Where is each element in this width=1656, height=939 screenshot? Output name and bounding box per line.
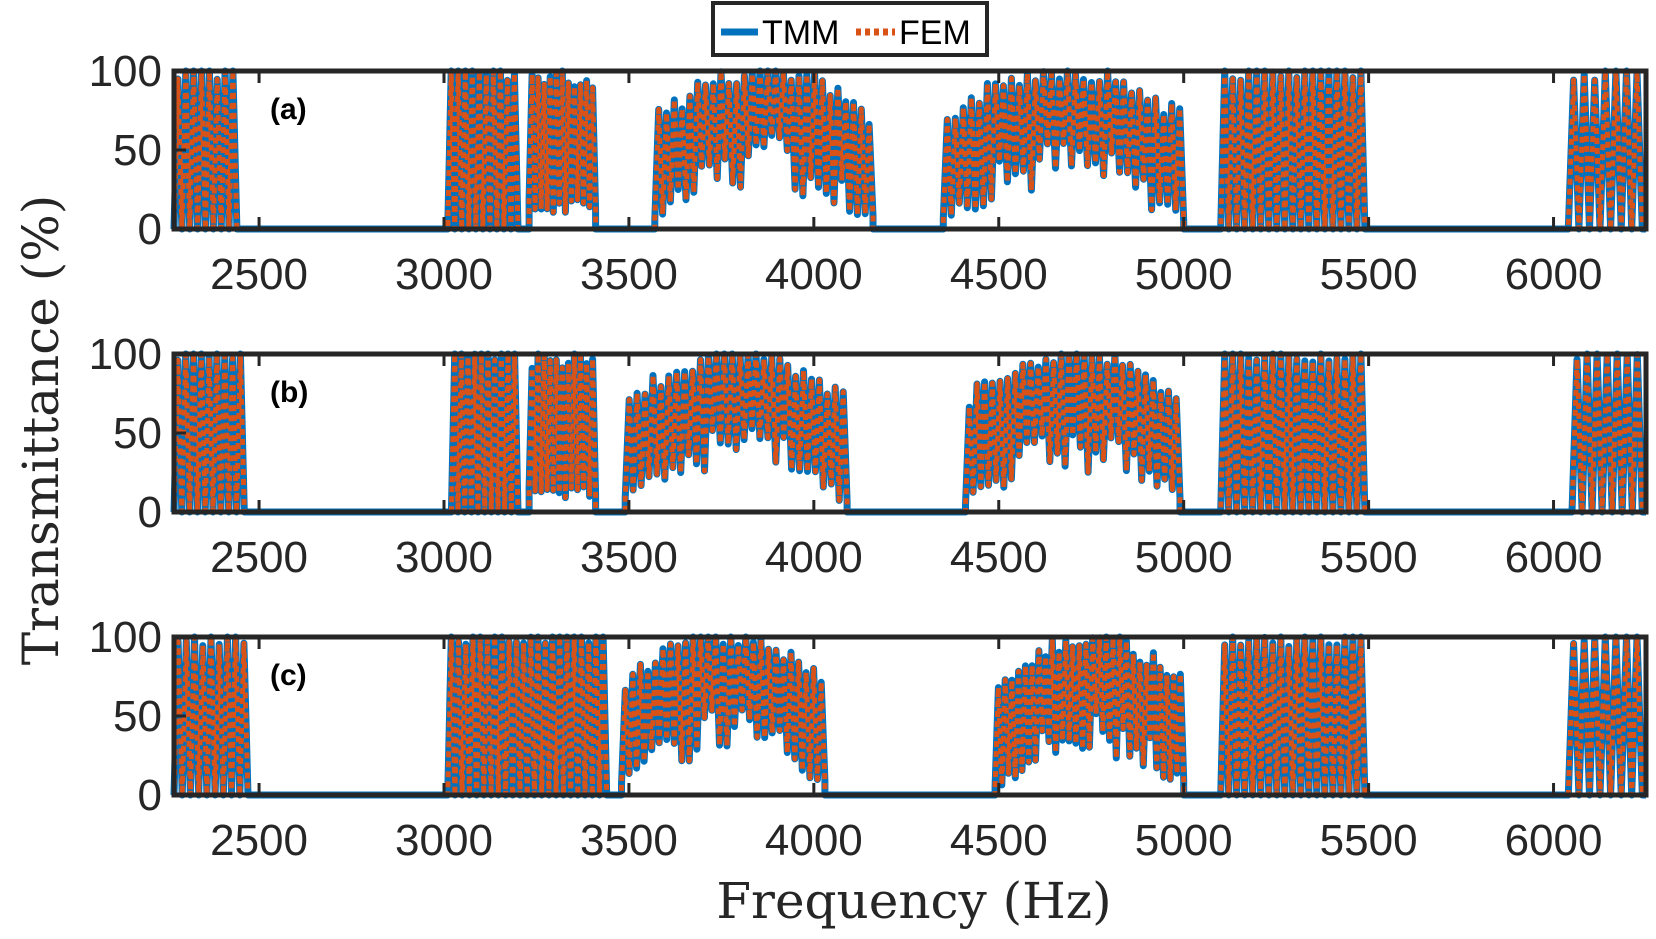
y-axis-label: Transmittance (%) bbox=[12, 195, 70, 666]
y-tick-label: 50 bbox=[113, 692, 162, 741]
panel-label: (b) bbox=[270, 376, 308, 409]
panel-label: (a) bbox=[270, 93, 307, 126]
x-tick-label: 4500 bbox=[950, 250, 1048, 299]
x-tick-label: 5500 bbox=[1320, 816, 1418, 865]
plot-area bbox=[174, 637, 1646, 795]
x-tick-label: 3000 bbox=[395, 816, 493, 865]
x-tick-label: 4500 bbox=[950, 816, 1048, 865]
x-tick-label: 4000 bbox=[765, 533, 863, 582]
y-tick-label: 0 bbox=[138, 205, 162, 254]
x-tick-label: 6000 bbox=[1505, 533, 1603, 582]
y-tick-label: 0 bbox=[138, 488, 162, 537]
legend: TMM FEM bbox=[711, 1, 989, 57]
panel-1: 0 50 100 2500 3000 3500 4000 4500 5000 5500 6000 (a… bbox=[89, 47, 1649, 299]
series-fem-line bbox=[171, 68, 1646, 232]
y-tick-label: 50 bbox=[113, 409, 162, 458]
plot-area bbox=[174, 71, 1646, 229]
x-tick-label: 4000 bbox=[765, 816, 863, 865]
legend-tmm-label: TMM bbox=[762, 14, 839, 52]
y-tick-label: 0 bbox=[138, 771, 162, 820]
series-fem-line bbox=[171, 634, 1646, 798]
x-tick-label: 5000 bbox=[1135, 533, 1233, 582]
x-tick-label: 3000 bbox=[395, 250, 493, 299]
x-axis-label: Frequency (Hz) bbox=[716, 872, 1111, 930]
y-tick-label: 100 bbox=[89, 47, 162, 96]
legend-fem-label: FEM bbox=[899, 14, 971, 52]
x-tick-label: 3500 bbox=[580, 816, 678, 865]
y-tick-label: 100 bbox=[89, 613, 162, 662]
x-tick-label: 2500 bbox=[210, 816, 308, 865]
x-tick-label: 4000 bbox=[765, 250, 863, 299]
x-tick-label: 4500 bbox=[950, 533, 1048, 582]
x-tick-label: 5000 bbox=[1135, 250, 1233, 299]
x-tick-label: 2500 bbox=[210, 533, 308, 582]
plot-area bbox=[174, 354, 1646, 512]
x-tick-label: 5500 bbox=[1320, 250, 1418, 299]
x-tick-label: 6000 bbox=[1505, 250, 1603, 299]
x-tick-label: 5000 bbox=[1135, 816, 1233, 865]
panel-label: (c) bbox=[270, 659, 307, 692]
panel-2: 0 50 100 2500 3000 3500 4000 4500 5000 5500 6000 (b… bbox=[89, 330, 1649, 582]
x-tick-label: 3500 bbox=[580, 250, 678, 299]
x-tick-label: 3000 bbox=[395, 533, 493, 582]
y-tick-label: 50 bbox=[113, 126, 162, 175]
x-tick-label: 5500 bbox=[1320, 533, 1418, 582]
legend-box bbox=[711, 1, 989, 57]
x-tick-label: 6000 bbox=[1505, 816, 1603, 865]
x-tick-label: 2500 bbox=[210, 250, 308, 299]
x-tick-label: 3500 bbox=[580, 533, 678, 582]
panel-3: 0 50 100 2500 3000 3500 4000 4500 5000 5500 6000 (c… bbox=[89, 613, 1649, 865]
y-tick-label: 100 bbox=[89, 330, 162, 379]
